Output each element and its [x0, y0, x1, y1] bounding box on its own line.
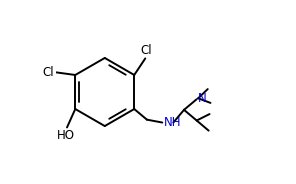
Text: N: N	[198, 92, 206, 105]
Text: NH: NH	[164, 116, 182, 129]
Text: HO: HO	[57, 129, 75, 142]
Text: Cl: Cl	[140, 44, 152, 57]
Text: Cl: Cl	[43, 66, 54, 79]
